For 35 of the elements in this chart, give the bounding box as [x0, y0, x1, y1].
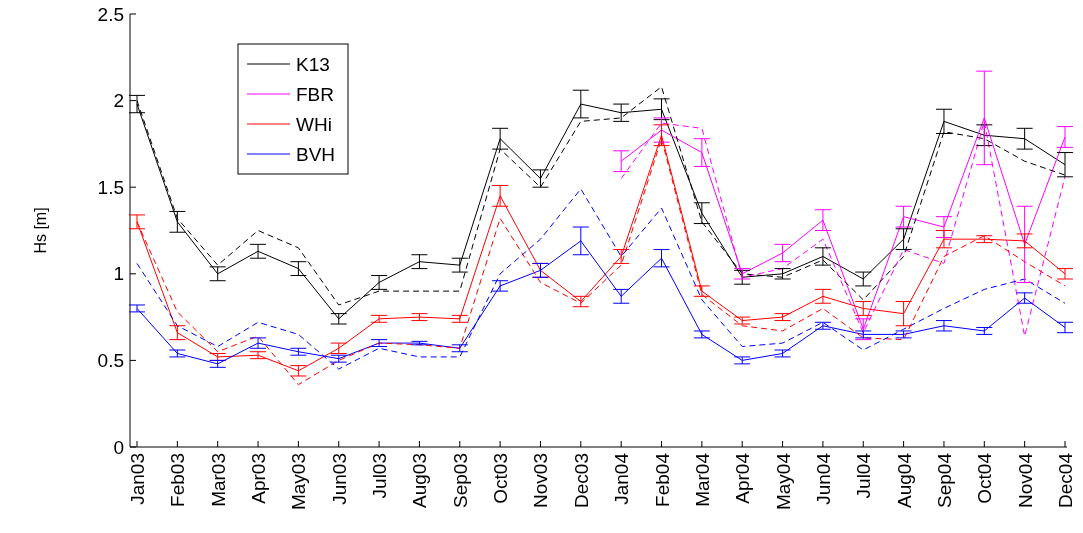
x-tick-label: Mar04 — [691, 452, 713, 507]
x-tick-label: May04 — [772, 452, 794, 511]
y-tick-label: 1 — [113, 263, 124, 285]
y-axis-title: Hs [m] — [32, 207, 49, 254]
y-tick-label: 0 — [113, 436, 124, 458]
legend-label: WHi — [296, 113, 332, 135]
y-tick-label: 2 — [113, 90, 124, 112]
x-tick-label: Feb03 — [167, 453, 189, 507]
y-tick-label: 2.5 — [97, 3, 124, 25]
legend-label: BVH — [296, 143, 336, 165]
legend-label: K13 — [296, 53, 330, 75]
x-tick-label: Apr04 — [732, 452, 754, 504]
x-tick-label: Dec03 — [570, 453, 592, 508]
x-tick-label: Aug03 — [409, 453, 431, 508]
x-tick-label: Sep04 — [933, 452, 955, 508]
x-tick-label: Mar03 — [207, 453, 229, 507]
x-tick-label: Apr03 — [248, 453, 270, 504]
x-tick-label: Jan04 — [611, 452, 633, 505]
x-tick-label: Jun04 — [812, 452, 834, 505]
x-tick-label: May03 — [288, 453, 310, 511]
x-tick-label: Dec04 — [1055, 452, 1076, 508]
x-tick-label: Sep03 — [449, 453, 471, 508]
legend-label: FBR — [296, 83, 334, 105]
x-tick-label: Oct03 — [490, 453, 512, 504]
y-tick-label: 0.5 — [97, 350, 124, 372]
x-tick-label: Jul03 — [369, 453, 391, 499]
x-tick-label: Oct04 — [974, 452, 996, 504]
x-tick-label: Aug04 — [893, 452, 915, 508]
x-tick-label: Nov04 — [1014, 452, 1036, 508]
x-tick-label: Feb04 — [651, 452, 673, 507]
x-tick-label: Jul04 — [853, 452, 875, 499]
x-tick-label: Nov03 — [530, 453, 552, 508]
x-tick-label: Jan03 — [127, 453, 148, 505]
x-tick-label: Jun03 — [328, 453, 350, 505]
y-tick-label: 1.5 — [97, 176, 124, 198]
